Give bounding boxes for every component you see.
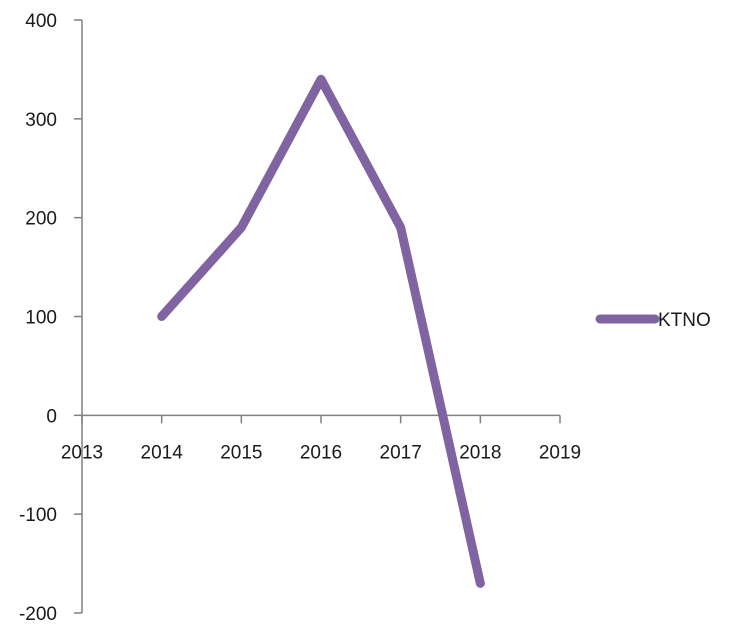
- legend: KTNO: [595, 310, 711, 331]
- x-tick-label: 2013: [61, 442, 103, 463]
- x-tick-label: 2016: [300, 442, 342, 463]
- series-line-ktno: [157, 74, 485, 588]
- series-group: [157, 74, 485, 588]
- y-tick-label: 300: [25, 110, 57, 131]
- y-tick-label: -200: [19, 604, 57, 625]
- y-tick-label: 100: [25, 308, 57, 329]
- x-tick-label: 2018: [459, 442, 501, 463]
- legend-label-ktno: KTNO: [658, 310, 711, 331]
- y-axis-ticks: 400 300 200 100 0 -100 -200: [19, 11, 82, 625]
- y-tick-label: 400: [25, 11, 57, 32]
- x-tick-label: 2017: [380, 442, 422, 463]
- x-tick-label: 2015: [220, 442, 262, 463]
- y-tick-label: -100: [19, 505, 57, 526]
- x-axis-ticks: 2013 2014 2015 2016 2017 2018 2019: [61, 415, 581, 463]
- y-tick-label: 200: [25, 209, 57, 230]
- x-tick-label: 2014: [141, 442, 184, 463]
- x-tick-label: 2019: [539, 442, 581, 463]
- axes: [81, 20, 560, 613]
- y-tick-label: 0: [46, 406, 57, 427]
